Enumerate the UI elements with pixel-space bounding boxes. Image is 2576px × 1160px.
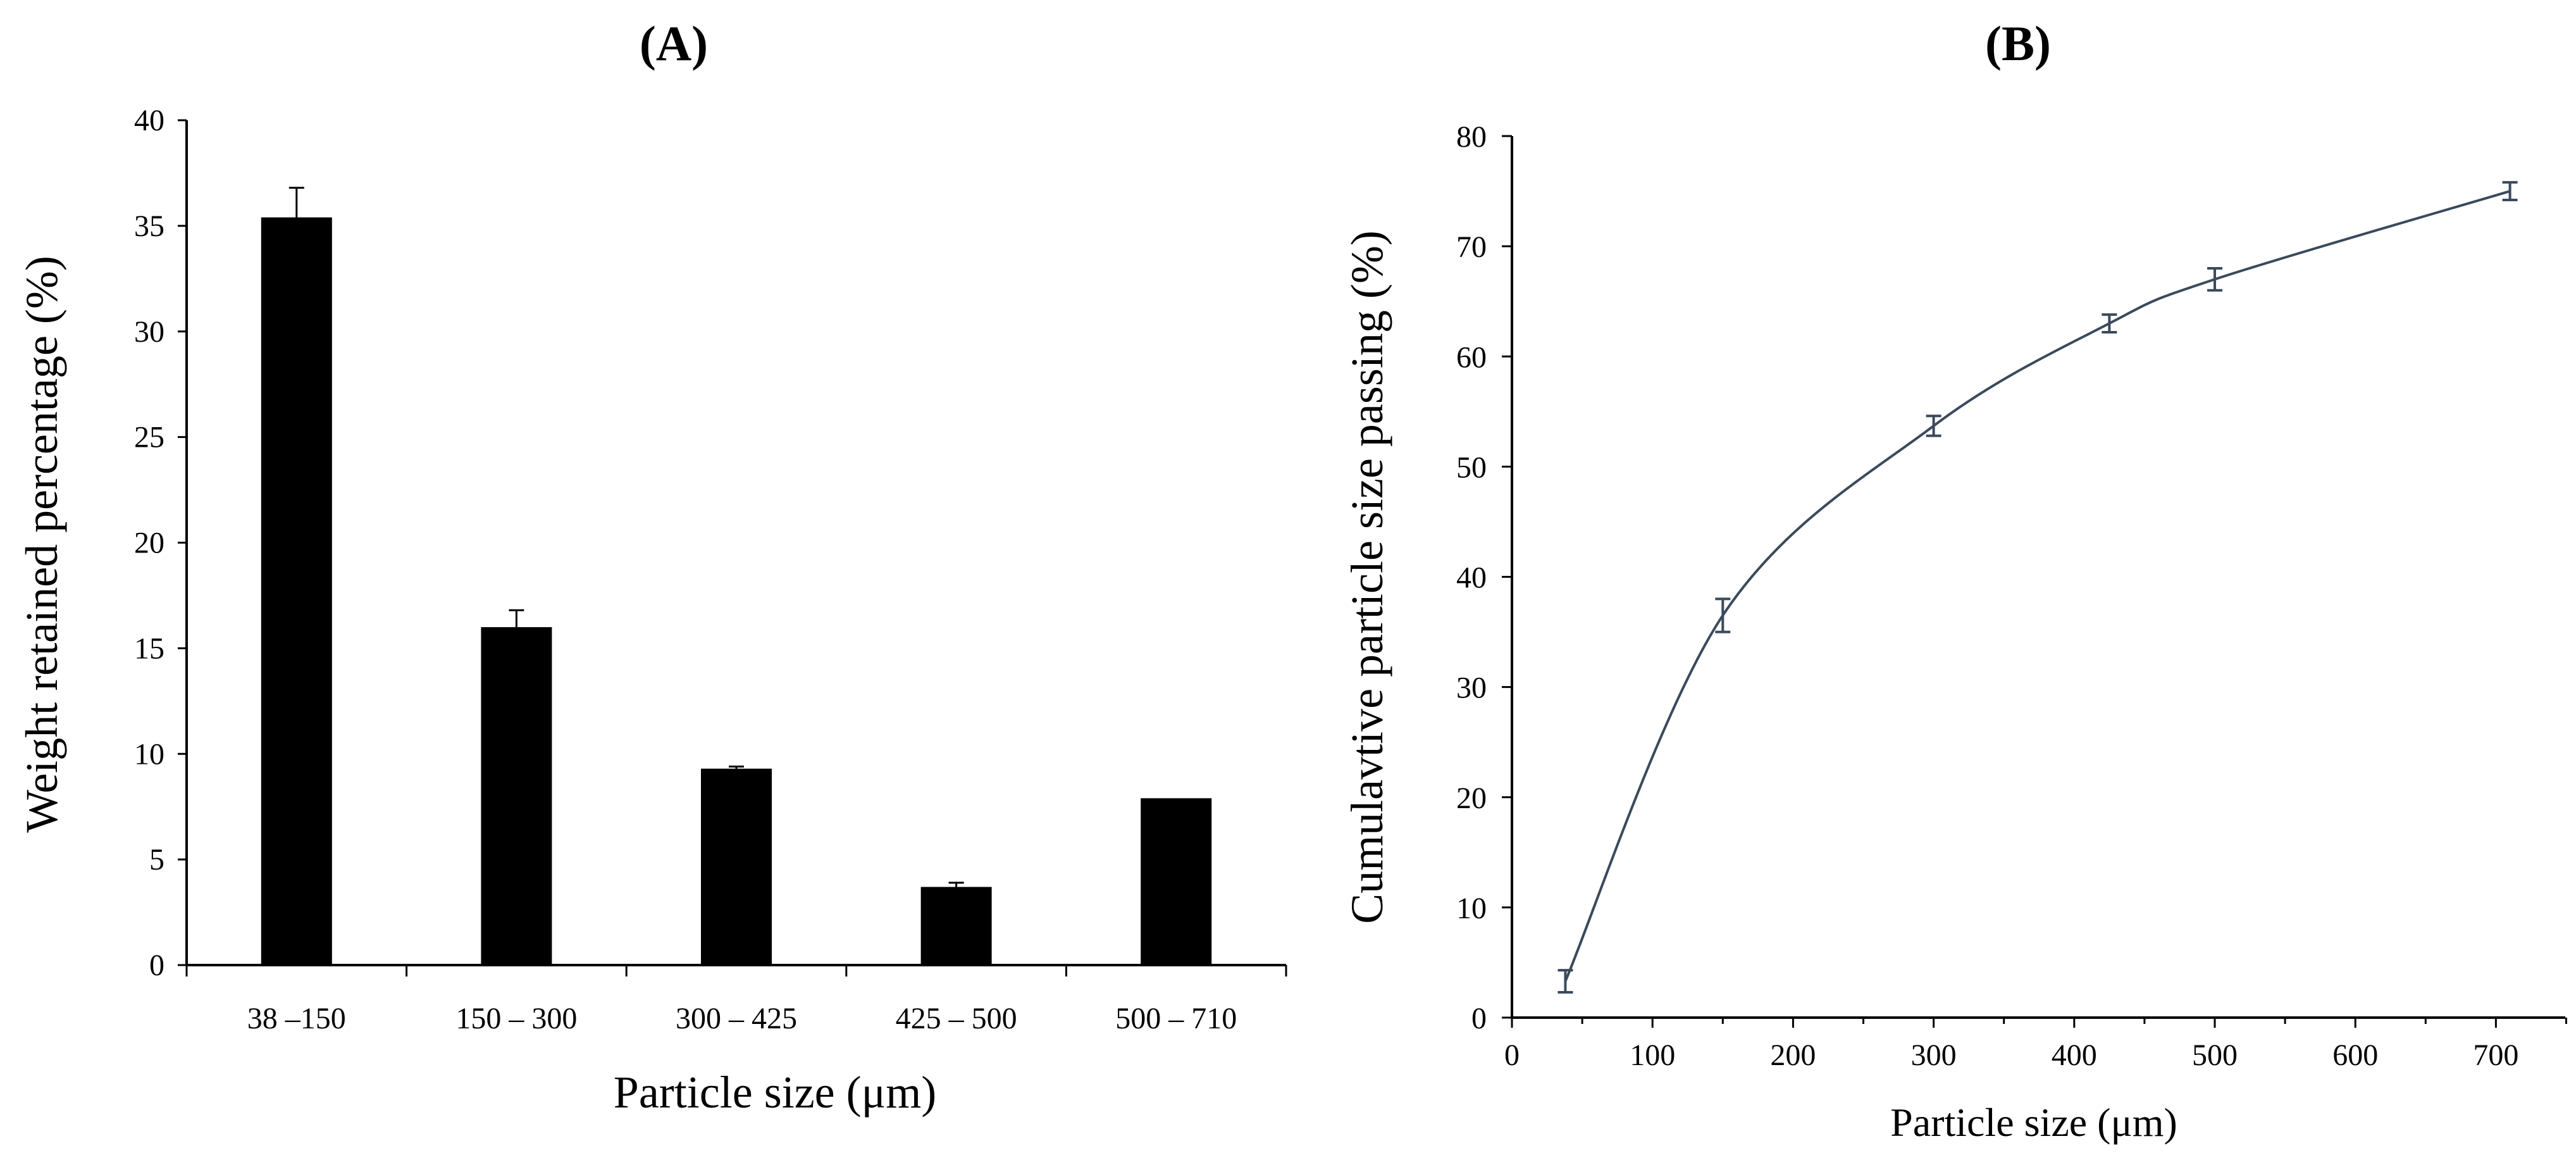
panel-a-y-tick-label: 40 [134,104,164,137]
panel-a-bar [261,217,332,965]
panel-b-y-axis-title: Cumulavtive particle size passing (%) [1342,230,1392,924]
panel-b-y-tick-label: 20 [1456,782,1487,815]
panel-b-x-tick-label: 200 [1770,1038,1816,1072]
panel-b-y-tick-label: 80 [1456,120,1487,154]
panel-a-y-tick-label: 25 [134,421,164,454]
panel-a-y-axis-title: Weight retained percentage (%) [16,256,67,833]
panel-a-bar [1141,798,1212,965]
panel-b-y-ticks: 0 10 20 30 40 50 60 70 80 [1456,120,1512,1035]
panel-b-y-tick-label: 60 [1456,340,1487,374]
panel-b-x-tick-label: 500 [2192,1038,2238,1072]
panel-a-label: (A) [640,16,708,71]
panel-a-y-tick-label: 30 [134,315,164,349]
panel-a-y-tick-label: 15 [134,632,164,665]
panel-a-y-tick-label: 10 [134,737,164,771]
panel-b-x-tick-label: 700 [2473,1038,2518,1072]
panel-a-x-tick-label: 300 – 425 [676,1002,797,1035]
panel-a-x-tick-label: 425 – 500 [896,1002,1017,1035]
panel-b-y-tick-label: 30 [1456,671,1487,705]
panel-b-error-bars [1557,181,2518,994]
panel-b-x-tick-label: 300 [1911,1038,1957,1072]
panel-b-x-tick-label: 400 [2052,1038,2097,1072]
panel-b-x-tick-label: 600 [2332,1038,2378,1072]
panel-b-series-line [1564,190,2511,982]
panel-b-y-tick-label: 50 [1456,451,1487,484]
panel-b-x-tick-label: 100 [1630,1038,1675,1072]
panel-a-y-tick-label: 5 [149,843,164,876]
panel-a-x-tick-label: 500 – 710 [1115,1002,1237,1035]
panel-b-label: (B) [1985,16,2051,71]
panel-a-x-axis-title: Particle size (μm) [614,1067,936,1118]
panel-a-y-tick-label: 0 [149,949,164,982]
panel-b-x-tick-label: 0 [1504,1038,1520,1072]
panel-b-y-tick-label: 70 [1456,230,1487,264]
panel-a-x-ticks: 38 –150 150 – 300 300 – 425 425 – 500 500 – … [185,965,1287,1035]
panel-a-bar [701,768,772,965]
panel-a-bar-chart: (A) 0 5 10 15 20 25 30 35 40 38 –150 150 – 300 300… [16,16,1287,1118]
panel-b-line-chart: (B) 0 10 20 30 40 50 60 70 80 0 100 200 300 400 500 60… [1342,16,2567,1145]
panel-a-y-tick-label: 20 [134,527,164,560]
panel-b-y-tick-label: 10 [1456,892,1487,925]
panel-a-bar [920,887,992,965]
panel-b-x-ticks: 0 100 200 300 400 500 600 700 [1504,1018,2567,1072]
panel-a-x-tick-label: 38 –150 [247,1002,346,1035]
panel-b-y-tick-label: 40 [1456,561,1487,595]
panel-a-bar [481,627,552,965]
panel-a-y-tick-label: 35 [134,209,164,243]
panel-a-y-ticks: 0 5 10 15 20 25 30 35 40 [134,104,187,982]
panel-a-x-tick-label: 150 – 300 [455,1002,577,1035]
panel-b-x-axis-title: Particle size (μm) [1890,1100,2177,1145]
panel-a-bars [261,187,1212,965]
panel-b-y-tick-label: 0 [1471,1002,1487,1035]
